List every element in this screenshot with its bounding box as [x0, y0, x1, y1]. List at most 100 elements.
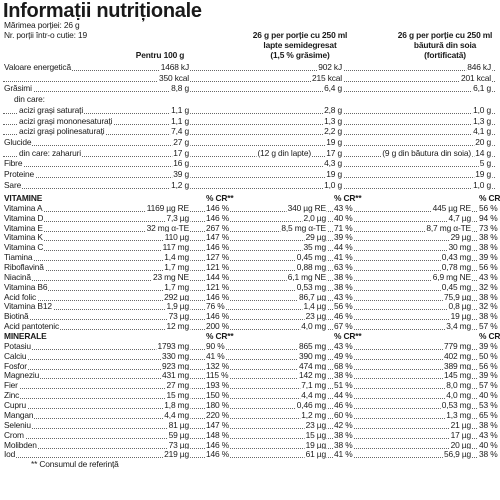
- value: 29 µg: [449, 232, 472, 243]
- value: 215 kcal: [311, 72, 343, 83]
- cr-header: % CR**: [205, 193, 235, 203]
- cr-percent: 39 %: [333, 232, 354, 243]
- cr-percent: 56 %: [478, 360, 499, 371]
- value: 923 mg: [160, 360, 190, 371]
- value: 340 µg RE: [286, 202, 327, 213]
- row-label: din care:: [13, 94, 46, 105]
- dot-leader: [3, 240, 495, 242]
- value: 1,0 g: [472, 179, 492, 190]
- value: 19 g: [325, 169, 343, 179]
- row-label: Acid folic: [3, 291, 38, 302]
- value: 1,2 mg: [300, 409, 327, 420]
- row-label: din care: zaharuri: [18, 147, 83, 158]
- cr-percent: 50 %: [478, 350, 499, 361]
- value: 17 g: [325, 147, 343, 158]
- cr-percent: 147 %: [205, 232, 230, 243]
- value: 0,53 mg: [295, 281, 327, 292]
- row-label: Zinc: [3, 390, 21, 401]
- cr-percent: 68 %: [333, 360, 354, 371]
- row-label: Crom: [3, 429, 25, 440]
- value: 27 mg: [165, 380, 190, 391]
- value: 8,7 mg α-TE: [425, 222, 472, 233]
- dot-leader: [3, 447, 495, 449]
- value: 23 µg: [304, 311, 327, 322]
- title: Informații nutriționale: [3, 0, 202, 22]
- value: 61 µg: [304, 449, 327, 460]
- cr-percent: 40 %: [333, 212, 354, 223]
- value: 39 g: [172, 169, 190, 179]
- cr-header: % CR**: [205, 331, 235, 342]
- value: 7,1 mg: [300, 380, 327, 391]
- value: 1,9 µg: [165, 301, 190, 312]
- value: 15 mg: [165, 390, 190, 401]
- row-label: Potasiu: [3, 340, 32, 351]
- cr-percent: 56 %: [333, 301, 354, 312]
- column-header: (fortificată): [423, 50, 467, 60]
- value: 390 mg: [297, 350, 327, 361]
- dot-leader: [3, 319, 495, 321]
- value: 21 µg: [449, 419, 472, 430]
- value: 35 mg: [302, 242, 327, 253]
- section-header: VITAMINE: [3, 193, 44, 203]
- value: 1,0 g: [472, 104, 492, 115]
- dot-leader: [3, 112, 495, 114]
- value: 219 µg: [163, 449, 190, 460]
- value: 8,8 g: [170, 83, 190, 94]
- dot-leader: [3, 437, 495, 439]
- cr-percent: 146 %: [205, 449, 230, 460]
- value: 0,46 mg: [295, 400, 327, 411]
- column-header: băutură din soia: [412, 40, 478, 50]
- row-label: Vitamina B6: [3, 281, 49, 292]
- value: 1,3 mg: [445, 409, 472, 420]
- cr-percent: 115 %: [205, 370, 230, 381]
- row-label: Vitamina B12: [3, 301, 53, 312]
- cr-percent: 76 %: [205, 301, 226, 312]
- column-header: (1,5 % grăsime): [269, 50, 331, 60]
- value: 23 mg NE: [151, 271, 190, 282]
- cr-percent: 39 %: [478, 370, 499, 381]
- value: 56,9 µg: [442, 449, 472, 460]
- dot-leader: [3, 348, 495, 350]
- value: 389 mg: [442, 360, 472, 371]
- value: 17 g: [172, 147, 190, 158]
- row-label: Vitamina A: [3, 202, 44, 213]
- value: 0,78 mg: [440, 262, 472, 273]
- cr-percent: 193 %: [205, 380, 230, 391]
- cr-percent: 43 %: [333, 340, 354, 351]
- cr-percent: 44 %: [333, 242, 354, 253]
- cr-percent: 150 %: [205, 390, 230, 401]
- cr-percent: 39 %: [478, 340, 499, 351]
- cr-percent: 148 %: [205, 429, 230, 440]
- value: 4,0 mg: [300, 321, 327, 332]
- cr-percent: 56 %: [478, 262, 499, 273]
- cr-percent: 73 %: [478, 222, 499, 233]
- row-label: Magneziu: [3, 370, 41, 381]
- value: 19 g: [325, 136, 343, 147]
- row-label: Riboflavină: [3, 262, 45, 273]
- footnote: ** Consumul de referință: [30, 459, 120, 470]
- value: 0,53 mg: [440, 400, 472, 411]
- value: 142 mg: [297, 370, 327, 381]
- dot-leader: [3, 270, 495, 272]
- dot-leader: [3, 388, 495, 390]
- value: 27 g: [172, 136, 190, 147]
- value: 32 mg α-TE: [145, 222, 190, 233]
- row-label: Fier: [3, 380, 19, 391]
- cr-percent: 57 %: [478, 321, 499, 332]
- value: 330 mg: [160, 350, 190, 361]
- value: 2,0 µg: [302, 212, 327, 223]
- row-label: Seleniu: [3, 419, 32, 430]
- cr-percent: 38 %: [333, 370, 354, 381]
- value: 1,4 µg: [302, 301, 327, 312]
- dot-leader: [3, 166, 495, 168]
- value: 0,43 mg: [440, 252, 472, 263]
- cr-percent: 71 %: [333, 222, 354, 233]
- row-label: acizi grași mononesaturați: [18, 115, 114, 126]
- cr-percent: 40 %: [478, 390, 499, 401]
- row-label: Fibre: [3, 158, 24, 169]
- value: 0,45 mg: [295, 252, 327, 263]
- cr-percent: 146 %: [205, 439, 230, 450]
- row-label: Valoare energetică: [3, 62, 72, 72]
- row-label: Fosfor: [3, 360, 28, 371]
- row-label: Acid pantotenic: [3, 321, 61, 332]
